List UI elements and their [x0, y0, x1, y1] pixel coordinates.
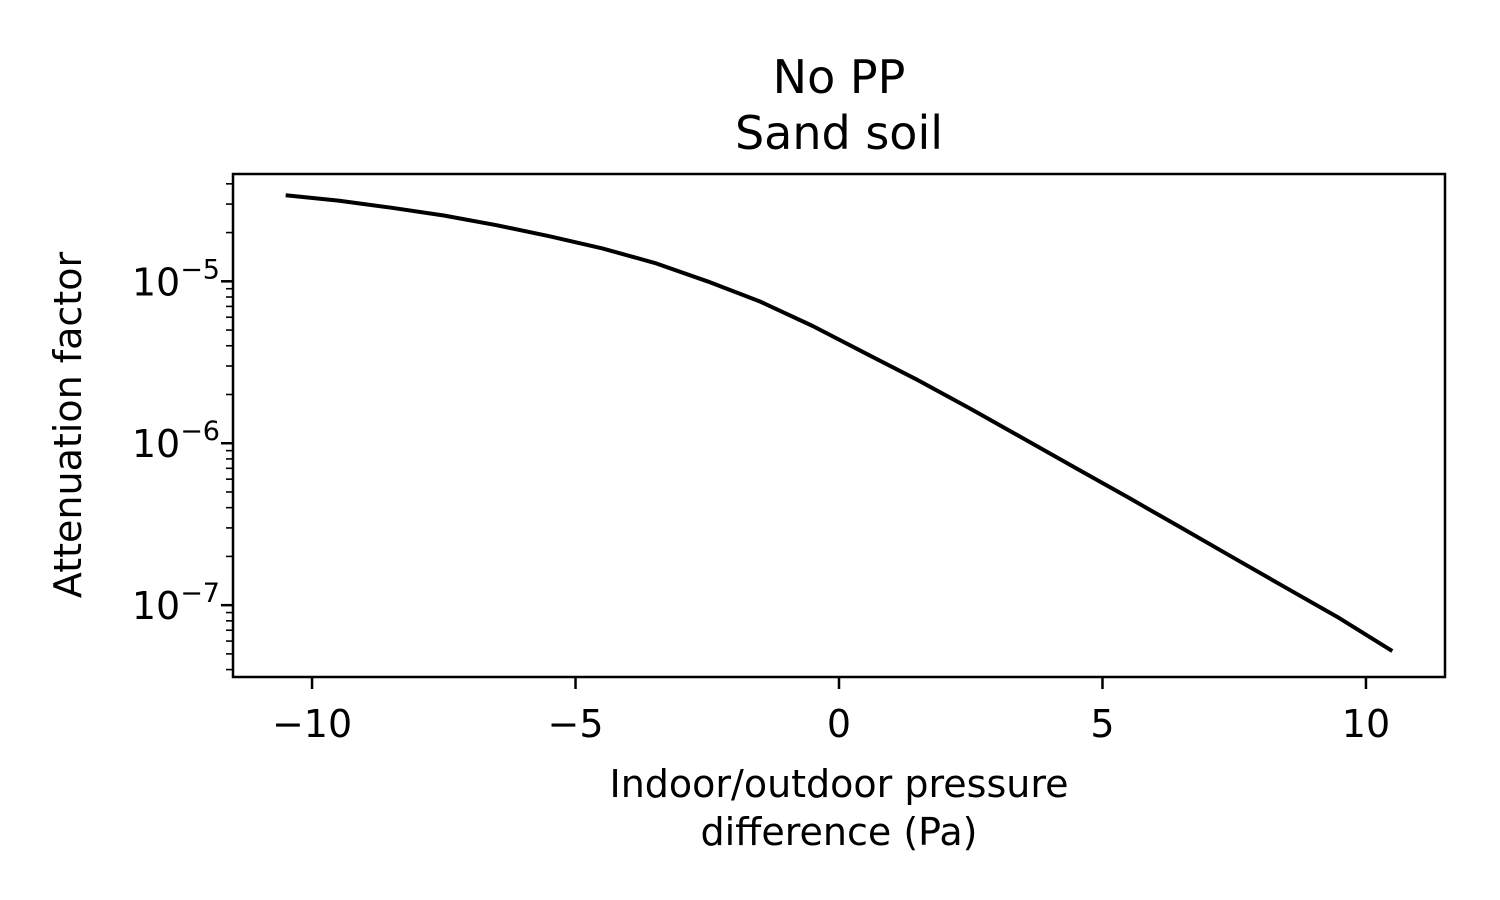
y-tick-label: 10−6	[132, 416, 220, 466]
x-axis-label-line2: difference (Pa)	[701, 810, 978, 854]
y-tick-label: 10−7	[132, 578, 220, 628]
x-tick-label: 0	[827, 702, 851, 746]
plot-area	[285, 193, 1394, 653]
x-tick-label: 5	[1090, 702, 1114, 746]
y-axis: 10−5 10−6 10−7	[132, 183, 233, 671]
plot-frame	[231, 172, 1447, 679]
chart-title-line1: No PP	[773, 50, 906, 104]
x-axis: −10 −5 0 5 10	[272, 677, 1390, 746]
x-tick-label: 10	[1342, 702, 1390, 746]
x-axis-label-line1: Indoor/outdoor pressure	[609, 762, 1068, 806]
y-axis-label: Attenuation factor	[46, 252, 90, 599]
x-tick-label: −5	[548, 702, 604, 746]
chart-title-line2: Sand soil	[735, 106, 943, 160]
series-line-0	[285, 193, 1394, 653]
x-tick-label: −10	[272, 702, 352, 746]
y-tick-label: 10−5	[132, 254, 220, 304]
